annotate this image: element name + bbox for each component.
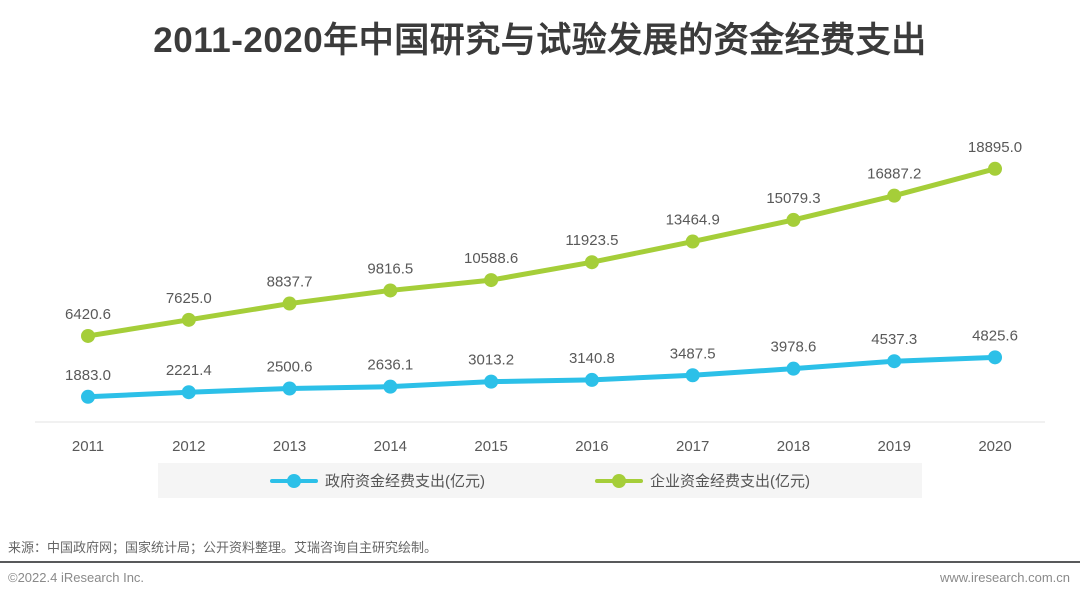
legend-item-government: 政府资金经费支出(亿元) <box>270 470 485 491</box>
footer-copyright: ©2022.4 iResearch Inc. <box>8 570 145 585</box>
data-point-government <box>81 389 95 404</box>
x-axis-label: 2014 <box>374 438 407 455</box>
series-government: 1883.0 2221.4 2500.6 2636.1 3013.2 3140.8 3487… <box>65 327 1018 404</box>
x-axis-label: 2020 <box>978 438 1011 455</box>
footer-divider <box>0 561 1080 563</box>
data-point-enterprise <box>988 161 1003 176</box>
data-label-enterprise: 10588.6 <box>464 250 518 267</box>
footer-website: www.iresearch.com.cn <box>939 570 1070 585</box>
x-axis-label: 2018 <box>777 438 810 455</box>
data-point-enterprise <box>685 234 700 249</box>
x-axis-label: 2017 <box>676 438 709 455</box>
x-axis-label: 2016 <box>575 438 608 455</box>
data-label-enterprise: 8837.7 <box>267 274 313 291</box>
data-point-enterprise <box>383 283 398 298</box>
line-chart: 2011 2012 2013 2014 2015 2016 2017 2018 2019 2020… <box>35 139 1045 455</box>
data-label-government: 2636.1 <box>367 357 413 374</box>
chart-legend: 政府资金经费支出(亿元) 企业资金经费支出(亿元) <box>158 463 922 498</box>
data-point-enterprise <box>484 273 499 288</box>
data-label-enterprise: 6420.6 <box>65 306 111 323</box>
data-point-government <box>584 372 599 387</box>
data-point-government <box>484 374 499 389</box>
data-point-government <box>685 368 700 383</box>
enterprise-line-marker-icon <box>595 473 643 488</box>
data-label-government: 2221.4 <box>166 362 212 379</box>
x-axis-label: 2012 <box>172 438 205 455</box>
legend-item-enterprise: 企业资金经费支出(亿元) <box>595 470 810 491</box>
x-axis-label: 2015 <box>474 438 507 455</box>
x-axis-label: 2013 <box>273 438 306 455</box>
data-point-government <box>181 385 196 400</box>
legend-label-enterprise: 企业资金经费支出(亿元) <box>650 473 810 490</box>
legend-label-government: 政府资金经费支出(亿元) <box>325 473 485 490</box>
data-label-government: 4537.3 <box>871 331 917 348</box>
source-note: 来源：中国政府网；国家统计局；公开资料整理。艾瑞咨询自主研究绘制。 <box>8 540 438 555</box>
data-point-government <box>282 381 297 396</box>
data-label-enterprise: 16887.2 <box>867 166 921 183</box>
page-title: 2011-2020年中国研究与试验发展的资金经费支出 <box>153 21 927 60</box>
data-point-enterprise <box>786 212 801 227</box>
data-point-enterprise <box>181 312 196 327</box>
data-label-government: 3978.6 <box>771 339 817 356</box>
series-enterprise: 6420.6 7625.0 8837.7 9816.5 10588.6 11923.5 13… <box>65 139 1022 343</box>
data-point-government <box>887 354 902 369</box>
data-label-enterprise: 15079.3 <box>766 190 820 207</box>
data-label-government: 3487.5 <box>670 345 716 362</box>
data-point-enterprise <box>887 188 902 203</box>
series-line-government <box>85 354 998 400</box>
data-point-enterprise <box>81 328 95 343</box>
data-label-enterprise: 7625.0 <box>166 290 212 307</box>
x-axis-label: 2011 <box>72 438 104 455</box>
data-label-government: 2500.6 <box>267 358 313 375</box>
data-label-enterprise: 18895.0 <box>968 139 1022 156</box>
data-label-government: 4825.6 <box>972 327 1018 344</box>
data-label-enterprise: 13464.9 <box>666 212 720 229</box>
data-point-government <box>786 361 801 376</box>
data-point-enterprise <box>282 296 297 311</box>
data-label-enterprise: 9816.5 <box>367 260 413 277</box>
data-label-government: 1883.0 <box>65 367 111 384</box>
data-label-government: 3140.8 <box>569 350 615 367</box>
x-axis: 2011 2012 2013 2014 2015 2016 2017 2018 2019 2020 <box>35 421 1045 455</box>
government-line-marker-icon <box>270 473 318 488</box>
data-point-enterprise <box>584 255 599 270</box>
data-point-government <box>383 379 398 394</box>
series-line-enterprise <box>85 166 998 339</box>
data-label-enterprise: 11923.5 <box>565 232 618 249</box>
x-axis-label: 2019 <box>878 438 911 455</box>
data-point-government <box>988 350 1003 365</box>
data-label-government: 3013.2 <box>468 352 514 369</box>
